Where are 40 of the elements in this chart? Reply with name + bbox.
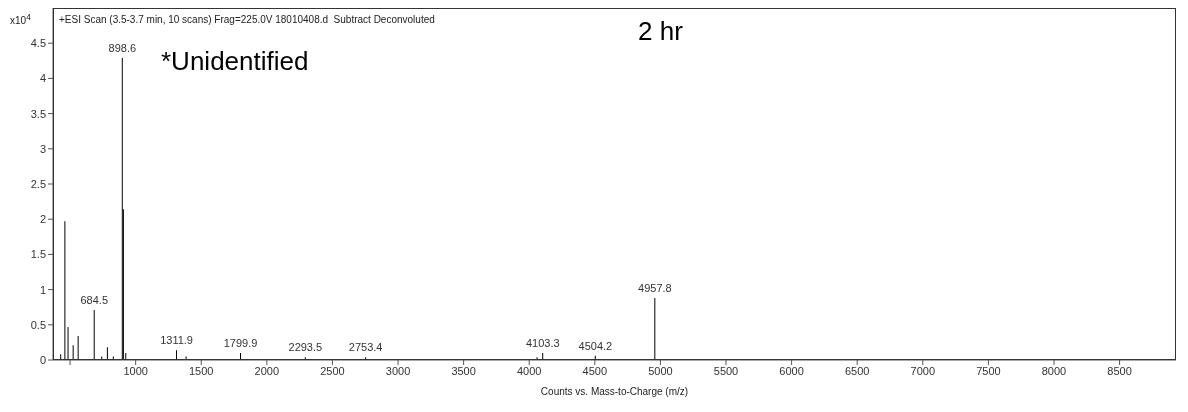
x-tick-label: 3500 <box>451 364 476 377</box>
x-tick-label: 5000 <box>648 364 673 377</box>
x-tick-label: 1000 <box>123 364 148 377</box>
x-tick-label: 3000 <box>385 364 411 377</box>
y-axis-title: x10$^{4}$ <box>10 12 31 27</box>
y-tick-label: 2.5 <box>30 177 46 190</box>
x-tick-label: 4000 <box>516 364 542 377</box>
annotation: *Unidentified <box>161 46 309 77</box>
y-tick-label: 0.5 <box>30 318 46 331</box>
y-tick-label: 3.5 <box>30 107 46 120</box>
y-tick-label: 2 <box>39 213 46 226</box>
x-tick-label: 7000 <box>910 364 936 377</box>
annotation: 1311.9 <box>160 334 193 347</box>
x-tick-label: 5500 <box>713 364 739 377</box>
text: +ESI Scan (3.5-3.7 min, 10 scans) Frag=225.0V 18010408.d Subtract Deconvoluted <box>59 14 435 25</box>
y-tick-label: 3 <box>39 142 46 155</box>
x-tick-label: 6500 <box>844 364 870 377</box>
x-tick-label: 8500 <box>1107 364 1132 377</box>
y-tick-label: 1 <box>39 283 46 296</box>
annotation: 4504.2 <box>578 339 613 352</box>
x-tick-label: 2500 <box>320 364 345 377</box>
annotation: 1799.9 <box>223 336 258 349</box>
x-tick-label: 6000 <box>779 364 804 377</box>
y-tick-label: 1.5 <box>30 248 46 261</box>
y-tick-label: 0 <box>39 353 46 366</box>
x-tick-label: 8000 <box>1041 364 1067 377</box>
annotation: 2753.4 <box>348 341 383 354</box>
annotation: 684.5 <box>80 294 109 307</box>
annotation: 2293.5 <box>288 341 323 354</box>
y-tick-label: 4.5 <box>30 37 46 50</box>
x-axis-title: Counts vs. Mass-to-Charge (m/z) <box>539 386 690 397</box>
x-tick-label: 4500 <box>582 364 608 377</box>
y-tick-label: 4 <box>39 72 46 85</box>
annotation: 898.6 <box>108 41 137 54</box>
x-tick-label: 2000 <box>254 364 280 377</box>
annotation: 4957.8 <box>638 282 672 295</box>
x-tick-label: 1500 <box>189 364 214 377</box>
annotation: 4103.3 <box>525 336 560 349</box>
x-tick-label: 7500 <box>976 364 1001 377</box>
annotation: 2 hr <box>638 16 683 47</box>
